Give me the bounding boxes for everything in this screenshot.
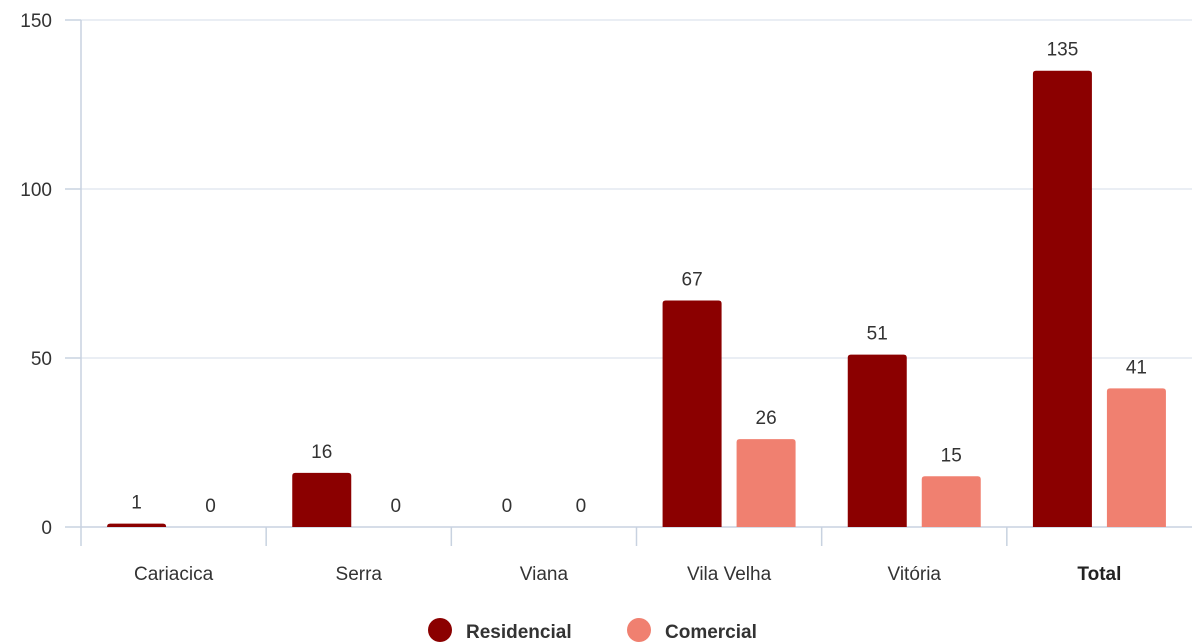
data-label: 26	[756, 408, 777, 429]
x-tick-label: Vila Velha	[687, 564, 772, 585]
y-tick-label: 150	[20, 11, 52, 32]
legend-item-comercial[interactable]: Comercial	[627, 618, 757, 643]
x-tick-label: Vitória	[887, 564, 941, 585]
data-label: 15	[941, 445, 962, 466]
x-tick-label: Total	[1077, 564, 1121, 585]
bar-residencial-1[interactable]	[292, 472, 352, 527]
data-label: 1	[131, 493, 142, 514]
y-tick-label: 100	[20, 180, 52, 201]
data-label: 67	[682, 270, 703, 291]
grid-lines	[81, 19, 1192, 359]
data-label: 135	[1047, 40, 1079, 61]
y-tick-label: 50	[31, 349, 52, 370]
x-tick-label: Viana	[520, 564, 569, 585]
data-label: 0	[205, 496, 216, 517]
x-tick-label: Cariacica	[134, 564, 214, 585]
bars	[107, 70, 1166, 527]
data-label: 41	[1126, 357, 1147, 378]
legend-marker	[627, 618, 651, 642]
bar-residencial-4[interactable]	[847, 354, 907, 527]
data-label: 51	[867, 324, 888, 345]
x-tick-label: Serra	[336, 564, 383, 585]
axes	[80, 20, 1192, 546]
data-label: 16	[311, 442, 332, 463]
bar-comercial-3[interactable]	[736, 439, 796, 527]
bar-comercial-5[interactable]	[1106, 388, 1166, 527]
y-tick-label: 0	[41, 518, 52, 539]
legend-label: Comercial	[665, 622, 757, 643]
bar-residencial-3[interactable]	[662, 300, 722, 527]
data-labels: 1 0 16 0 0 0 67 26 51 15 135 41	[131, 40, 1147, 517]
legend-label: Residencial	[466, 622, 572, 643]
legend-marker	[428, 618, 452, 642]
bar-comercial-4[interactable]	[921, 476, 981, 527]
data-label: 0	[390, 496, 401, 517]
legend-item-residencial[interactable]: Residencial	[428, 618, 572, 643]
bar-residencial-5[interactable]	[1032, 70, 1092, 527]
category-labels: Cariacica Serra Viana Vila Velha Vitória Tota…	[134, 564, 1121, 585]
data-label: 0	[502, 496, 513, 517]
y-axis-ticks: 0 50 100 150	[20, 11, 81, 539]
bar-residencial-0[interactable]	[107, 523, 167, 527]
legend[interactable]: Residencial Comercial	[428, 618, 757, 643]
data-label: 0	[576, 496, 587, 517]
